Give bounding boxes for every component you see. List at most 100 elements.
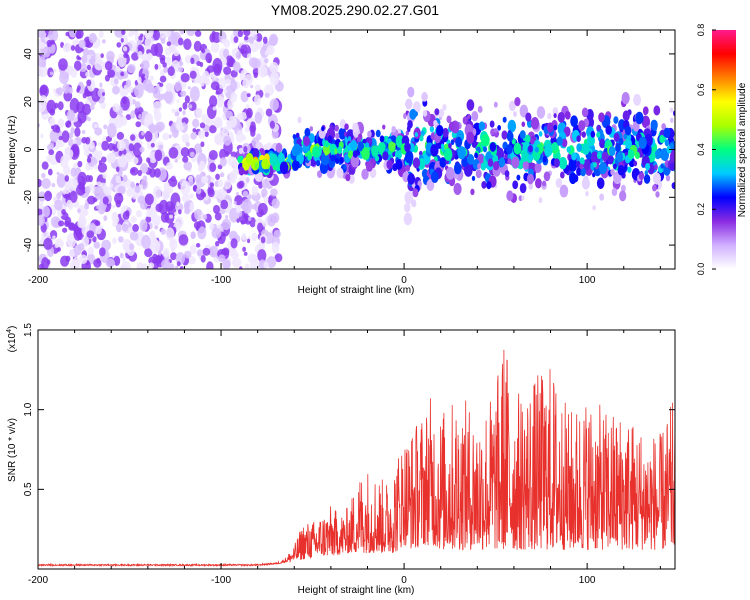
noise-blob (196, 249, 204, 257)
noise-blob (168, 134, 172, 139)
noise-blob (138, 113, 142, 119)
noise-blob (130, 134, 136, 141)
signal-blob (643, 174, 651, 184)
noise-blob (114, 115, 124, 129)
noise-blob (137, 169, 143, 177)
noise-blob (235, 191, 240, 196)
signal-blob (538, 131, 543, 137)
noise-blob (149, 167, 156, 178)
noise-blob (176, 261, 181, 267)
signal-blob (309, 126, 314, 132)
noise-blob (252, 67, 259, 76)
noise-blob (158, 144, 164, 150)
signal-blob (475, 169, 482, 179)
noise-blob (175, 221, 181, 228)
noise-blob (161, 34, 165, 39)
signal-blob (339, 156, 345, 164)
noise-blob (227, 156, 237, 167)
noise-blob (109, 183, 114, 189)
signal-blob (580, 167, 586, 177)
noise-blob (108, 142, 114, 151)
signal-blob (411, 199, 417, 208)
signal-blob (544, 144, 553, 157)
signal-blob (345, 173, 351, 182)
signal-blob (330, 154, 336, 162)
noise-blob (167, 185, 174, 194)
noise-blob (188, 104, 193, 109)
noise-blob (159, 82, 164, 88)
signal-blob (467, 114, 471, 120)
noise-blob (64, 185, 71, 195)
signal-blob (486, 181, 492, 190)
signal-blob (542, 155, 547, 163)
signal-blob (512, 180, 519, 190)
noise-blob (101, 140, 110, 151)
signal-blob (307, 153, 312, 161)
noise-blob (132, 223, 139, 233)
noise-blob (260, 236, 266, 244)
noise-blob (40, 133, 44, 139)
noise-blob (49, 108, 56, 116)
x-tick-label: -100 (211, 575, 231, 586)
signal-blob (521, 151, 529, 162)
noise-blob (253, 34, 258, 41)
signal-blob (335, 154, 340, 160)
noise-blob (48, 149, 55, 156)
signal-blob (433, 119, 438, 127)
signal-blob (478, 121, 486, 131)
noise-blob (251, 185, 259, 196)
noise-blob (87, 195, 96, 205)
signal-blob (519, 130, 526, 140)
noise-blob (224, 214, 229, 220)
signal-blob (404, 142, 411, 153)
noise-blob (112, 85, 120, 95)
noise-blob (154, 224, 159, 230)
signal-blob (546, 122, 554, 133)
signal-blob (663, 127, 671, 139)
noise-blob (154, 63, 159, 70)
noise-blob (161, 189, 170, 201)
noise-blob (103, 186, 112, 196)
signal-blob (395, 159, 403, 170)
signal-blob (665, 174, 671, 182)
noise-blob (47, 168, 53, 176)
noise-blob (95, 150, 103, 159)
signal-blob (654, 164, 658, 170)
noise-blob (213, 63, 222, 76)
signal-blob (436, 124, 444, 137)
noise-blob (251, 254, 258, 264)
noise-blob (120, 38, 124, 43)
noise-blob (269, 98, 280, 111)
noise-blob (41, 161, 49, 170)
signal-blob (490, 128, 495, 136)
x-tick-label: 0 (401, 275, 407, 286)
signal-blob (382, 151, 389, 161)
signal-blob (504, 170, 510, 178)
noise-blob (158, 199, 169, 215)
noise-blob (197, 226, 207, 240)
noise-blob (76, 101, 85, 114)
noise-blob (215, 240, 220, 247)
noise-blob (69, 190, 78, 203)
noise-blob (267, 196, 272, 204)
noise-blob (254, 39, 263, 50)
noise-blob (230, 69, 238, 78)
noise-blob (38, 65, 48, 78)
noise-blob (180, 90, 187, 97)
noise-blob (201, 175, 209, 184)
signal-blob (497, 125, 502, 131)
noise-blob (55, 87, 60, 94)
noise-blob (255, 33, 263, 42)
signal-blob (526, 173, 535, 185)
noise-blob (154, 255, 163, 265)
signal-blob (528, 144, 533, 153)
noise-blob (131, 191, 138, 200)
snr-panel: -200 -100 0 100 0.5 1.0 1.5 (x104) Height of s… (6, 323, 676, 596)
signal-blob (350, 154, 360, 168)
noise-blob (180, 147, 190, 158)
noise-blob (140, 162, 149, 174)
noise-blob (115, 166, 120, 173)
noise-blob (163, 247, 170, 258)
noise-blob (98, 160, 103, 165)
noise-blob (72, 139, 77, 144)
